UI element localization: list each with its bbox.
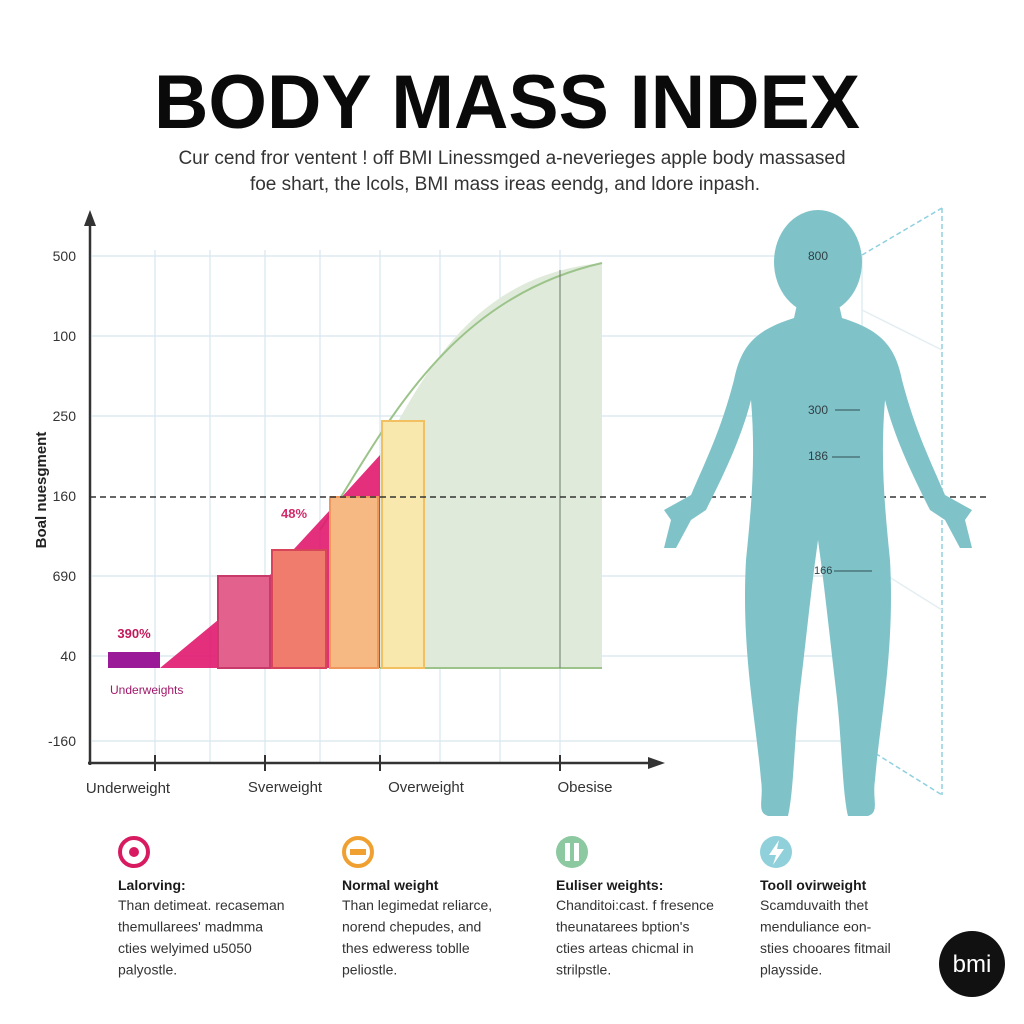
arrow: [84, 210, 96, 226]
icon: [350, 849, 366, 855]
bar: [108, 652, 160, 668]
card-text: theunatarees bption's: [556, 919, 689, 935]
card-text: peliostle.: [342, 962, 397, 978]
card-title: Euliser weights:: [556, 877, 663, 893]
y-label: 690: [53, 568, 77, 584]
subtitle: Cur cend fror ventent ! off BMI Linessmg…: [178, 148, 845, 169]
icon: [118, 836, 150, 868]
card-title: Normal weight: [342, 877, 439, 893]
icon: [556, 836, 588, 868]
card-text: Than legimedat reliarce,: [342, 897, 492, 913]
card-text: norend chepudes, and: [342, 919, 481, 935]
annotation: 48%: [281, 506, 307, 521]
icon: [769, 840, 784, 865]
card-text: Scamduvaith thet: [760, 897, 868, 913]
bar: [217, 575, 271, 669]
card-text: Chanditoi:cast. f fresence: [556, 897, 714, 913]
card-text: thes edweress toblle: [342, 940, 470, 956]
card-text: Than detimeat. recaseman: [118, 897, 285, 913]
icon: [342, 836, 374, 868]
arrow: [648, 757, 665, 769]
card-title: Tooll ovirweight: [760, 877, 867, 893]
card-text: menduliance eon-: [760, 919, 872, 935]
bar: [329, 496, 379, 669]
title: BODY MASS INDEX: [154, 60, 860, 145]
figure-label: 300: [808, 403, 828, 417]
card-text: cties arteas chicmal in: [556, 940, 694, 956]
card-text: palyostle.: [118, 962, 177, 978]
card-text: strilpstle.: [556, 962, 611, 978]
y-label: 250: [53, 408, 77, 424]
icon: [574, 843, 579, 861]
card-title: Lalorving:: [118, 877, 186, 893]
subtitle: foe shart, the lcols, BMI mass ireas een…: [250, 174, 760, 195]
bar: [381, 420, 425, 669]
curve: [319, 262, 603, 531]
x-label: Sverweight: [248, 779, 323, 796]
annotation: 390%: [117, 626, 151, 641]
card-text: themullarees' madmma: [118, 919, 263, 935]
x-label: Underweight: [86, 780, 171, 797]
y-label: -160: [48, 733, 76, 749]
annotation: Underweights: [110, 683, 183, 697]
x-label: Obesise: [557, 779, 612, 796]
figure-label: 186: [808, 449, 828, 463]
y-axis-title: Boal nuesgment: [33, 432, 50, 549]
icon: [565, 843, 570, 861]
card-text: cties welyimed u5050: [118, 940, 252, 956]
x-label: Overweight: [388, 779, 465, 796]
cards: Lalorving: Than detimeat. recaseman themul…: [118, 877, 891, 978]
figure-label: 800: [808, 249, 828, 263]
icon: [129, 847, 139, 857]
y-label: 500: [53, 248, 77, 264]
body-figure: [664, 210, 972, 816]
y-label: 100: [53, 328, 77, 344]
bar: [271, 549, 327, 669]
card-text: playsside.: [760, 962, 822, 978]
y-label: 160: [53, 488, 77, 504]
card-text: sties chooares fitmail: [760, 940, 891, 956]
badge-text: bmi: [953, 951, 992, 978]
y-label: 40: [60, 648, 76, 664]
area: [380, 263, 602, 668]
figure-label: 166: [814, 565, 832, 577]
badge: [939, 931, 1005, 997]
